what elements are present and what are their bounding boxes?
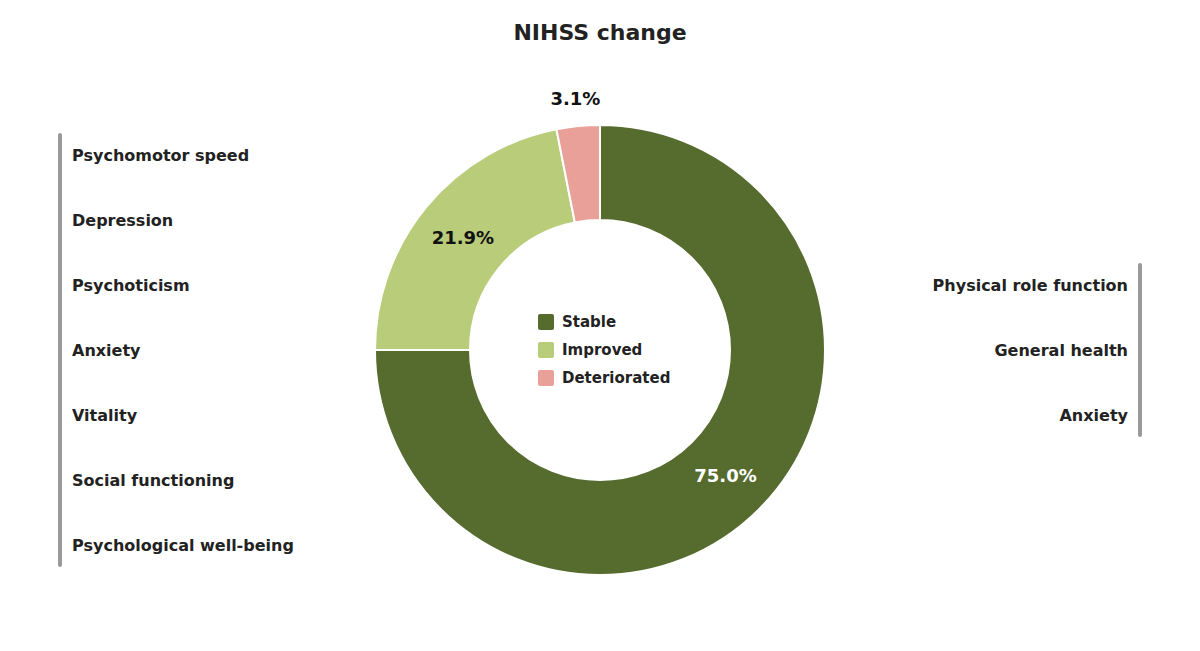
legend-label: Stable	[562, 313, 616, 331]
data-label: 3.1%	[550, 88, 600, 109]
data-label: 75.0%	[694, 465, 756, 486]
data-label: 21.9%	[432, 227, 494, 248]
annotation: Physical role function	[933, 276, 1128, 295]
slice	[375, 129, 575, 350]
annotations: Psychomotor speed Depression Psychoticism A…	[60, 135, 1140, 565]
group-bar	[58, 135, 62, 565]
annotation: Anxiety	[1059, 406, 1128, 425]
legend-label: Improved	[562, 341, 642, 359]
legend-swatch	[538, 370, 554, 386]
chart-container: NIHSS change 75.0% 21.9% 3.1% Stable Improved…	[0, 0, 1200, 651]
slice	[556, 125, 600, 222]
group-bar	[1138, 265, 1142, 435]
annotation: Psychological well-being	[72, 536, 294, 555]
annotation: Vitality	[72, 406, 138, 425]
annotation: Anxiety	[72, 341, 141, 360]
annotation: General health	[994, 341, 1128, 360]
legend-swatch	[538, 314, 554, 330]
annotation: Depression	[72, 211, 173, 230]
annotation: Psychoticism	[72, 276, 190, 295]
slices	[375, 125, 825, 575]
data-labels: 75.0% 21.9% 3.1%	[432, 88, 757, 486]
annotation: Psychomotor speed	[72, 146, 249, 165]
chart-svg: NIHSS change 75.0% 21.9% 3.1% Stable Improved…	[0, 0, 1200, 651]
title: NIHSS change	[513, 20, 686, 45]
background	[0, 0, 1200, 651]
slice	[375, 125, 825, 575]
legend-label: Deteriorated	[562, 369, 670, 387]
legend: Stable Improved Deteriorated	[538, 313, 670, 387]
annotation: Social functioning	[72, 471, 234, 490]
legend-swatch	[538, 342, 554, 358]
